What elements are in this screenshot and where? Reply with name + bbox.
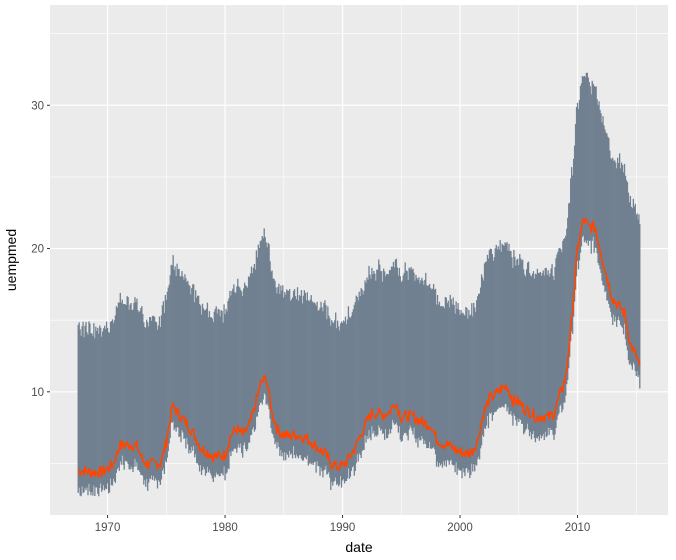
x-tick-label: 2010 xyxy=(565,522,591,534)
series-line-uempmed xyxy=(77,217,641,478)
y-tick-label: 10 xyxy=(31,387,44,399)
x-tick-label: 1980 xyxy=(212,522,238,534)
x-tick-label: 1990 xyxy=(330,522,356,534)
x-tick-label: 2000 xyxy=(447,522,473,534)
y-axis-label: uempmed xyxy=(3,229,19,291)
ribbon xyxy=(77,72,641,497)
y-tick-label: 20 xyxy=(31,244,44,256)
axis-ticks: 10 20 30 1970 1980 1990 2000 2010 xyxy=(31,100,590,534)
x-axis-label: date xyxy=(345,539,372,555)
y-tick-label: 30 xyxy=(31,100,44,112)
x-tick-label: 1970 xyxy=(95,522,121,534)
